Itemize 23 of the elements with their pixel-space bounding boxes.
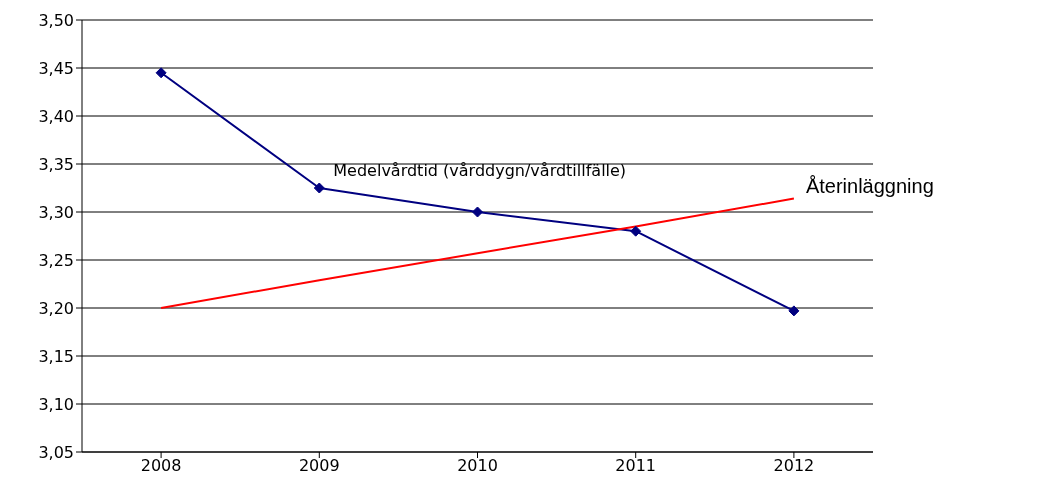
y-tick-label: 3,35 bbox=[38, 154, 74, 174]
line-series bbox=[160, 197, 795, 309]
x-tick-label: 2010 bbox=[457, 456, 498, 476]
y-tick-label: 3,05 bbox=[38, 442, 74, 462]
y-tick-label: 3,45 bbox=[38, 58, 74, 78]
x-tick-label: 2012 bbox=[773, 456, 815, 476]
x-tick-label: 2008 bbox=[140, 456, 182, 476]
point bbox=[311, 180, 325, 194]
point bbox=[788, 305, 800, 317]
point bbox=[472, 206, 483, 218]
y-tick-label: 3,40 bbox=[38, 106, 74, 126]
y-tick-label: 3,30 bbox=[38, 202, 74, 222]
x-tick-label: 2011 bbox=[615, 456, 657, 476]
y-tick-label: 3,25 bbox=[38, 250, 74, 270]
x-tick-label: 2009 bbox=[298, 456, 340, 476]
y-tick-label: 3,15 bbox=[38, 346, 74, 366]
y-tick-label: 3,50 bbox=[38, 10, 74, 30]
y-tick-label: 3,10 bbox=[38, 394, 74, 414]
point bbox=[155, 67, 167, 79]
point bbox=[630, 225, 642, 237]
y-tick-label: 3,20 bbox=[38, 298, 74, 318]
series-label: Medelvårdtid (vårddygn/vårdtillfälle) bbox=[333, 161, 627, 180]
series-label: Återinläggning bbox=[805, 174, 934, 197]
